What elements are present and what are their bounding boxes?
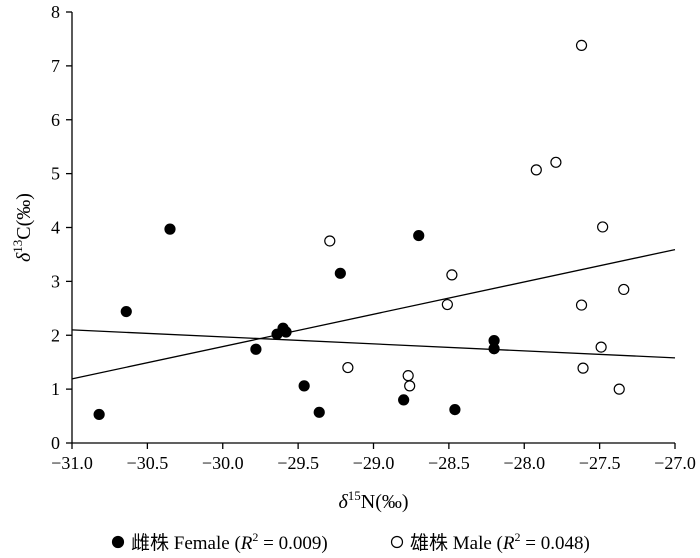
male-point (575, 39, 588, 52)
y-tick-label: 8 (51, 2, 60, 22)
female-point (164, 223, 176, 235)
y-axis-label-rest: C(‰) (13, 193, 35, 240)
male-point (404, 380, 416, 392)
legend-female-r2-value: = 0.009) (258, 533, 327, 554)
y-tick-label: 7 (51, 56, 60, 76)
y-tick-label: 6 (51, 110, 60, 130)
female-point (334, 267, 346, 279)
legend-female-r-sup: 2 (252, 530, 258, 544)
x-tick-label: −30.5 (127, 453, 169, 473)
y-tick-label: 2 (51, 325, 60, 345)
x-tick-label: −29.0 (353, 453, 395, 473)
y-tick-label: 3 (51, 271, 60, 291)
axes-group: −31.0 −30.5 −30.0 −29.5 −29.0 −28.5 −28.0 −27.5… (51, 2, 696, 473)
legend-male-r: R (502, 533, 515, 554)
legend-male-label: 雄株 Male (R2 = 0.048) (410, 530, 590, 554)
female-point (398, 394, 410, 406)
x-ticks: −31.0 −30.5 −30.0 −29.5 −29.0 −28.5 −28.0 −27.5… (51, 443, 696, 473)
y-tick-label: 0 (51, 433, 60, 453)
male-point (324, 235, 336, 247)
male-point (613, 383, 625, 395)
female-point (488, 343, 500, 355)
x-axis-label-sup: 15 (348, 488, 361, 503)
y-axis-label: δ13C(‰) (10, 193, 35, 262)
x-tick-label: −27.5 (579, 453, 621, 473)
x-tick-label: −28.0 (503, 453, 545, 473)
male-point (342, 361, 354, 374)
regression-lines (71, 248, 676, 380)
male-point (595, 341, 607, 353)
x-tick-label: −29.5 (277, 453, 319, 473)
legend-female-label: 雌株 Female (R2 = 0.009) (131, 530, 328, 554)
female-point (120, 305, 132, 318)
legend: 雌株 Female (R2 = 0.009) 雄株 Male (R2 = 0.0… (111, 530, 590, 554)
male-point (575, 299, 588, 311)
x-axis-label-delta: δ (338, 491, 348, 513)
y-tick-label: 5 (51, 164, 60, 184)
x-tick-label: −31.0 (51, 453, 93, 473)
male-point (618, 283, 630, 296)
legend-male-marker (390, 535, 404, 549)
legend-male-r-sup: 2 (514, 530, 520, 544)
y-tick-label: 4 (51, 218, 60, 238)
x-tick-label: −27.0 (654, 453, 696, 473)
y-ticks: 0 1 2 3 4 5 6 7 8 (51, 2, 72, 453)
data-points (93, 39, 630, 421)
x-tick-label: −28.5 (428, 453, 470, 473)
female-point (413, 229, 425, 242)
legend-female-r: R (240, 533, 253, 554)
female-point (298, 380, 310, 392)
legend-female-marker (111, 535, 125, 549)
male-point (577, 362, 589, 374)
female-point (250, 343, 262, 355)
y-tick-label: 1 (51, 379, 60, 399)
male-point (441, 298, 453, 311)
male-point (550, 156, 562, 168)
x-axis-label: δ15N(‰) (338, 488, 408, 513)
female-point (280, 326, 292, 338)
y-axis-label-delta: δ (13, 252, 35, 262)
x-tick-label: −30.0 (202, 453, 244, 473)
female-point (449, 403, 461, 416)
legend-male-name: 雄株 Male (410, 532, 492, 554)
male-fit-line (71, 248, 676, 380)
female-fit-line (71, 329, 676, 359)
male-point (530, 164, 542, 176)
male-point (446, 269, 458, 281)
female-point (313, 406, 325, 418)
female-point (93, 408, 105, 421)
y-axis-label-sup: 13 (10, 240, 25, 253)
legend-female-open-paren: ( (230, 533, 241, 554)
legend-male-open-paren: ( (492, 533, 503, 554)
x-axis-label-rest: N(‰) (361, 491, 409, 513)
male-point (597, 221, 609, 233)
legend-female-name: 雌株 Female (131, 532, 230, 554)
legend-male-r2-value: = 0.048) (520, 533, 589, 554)
male-point (402, 370, 414, 382)
